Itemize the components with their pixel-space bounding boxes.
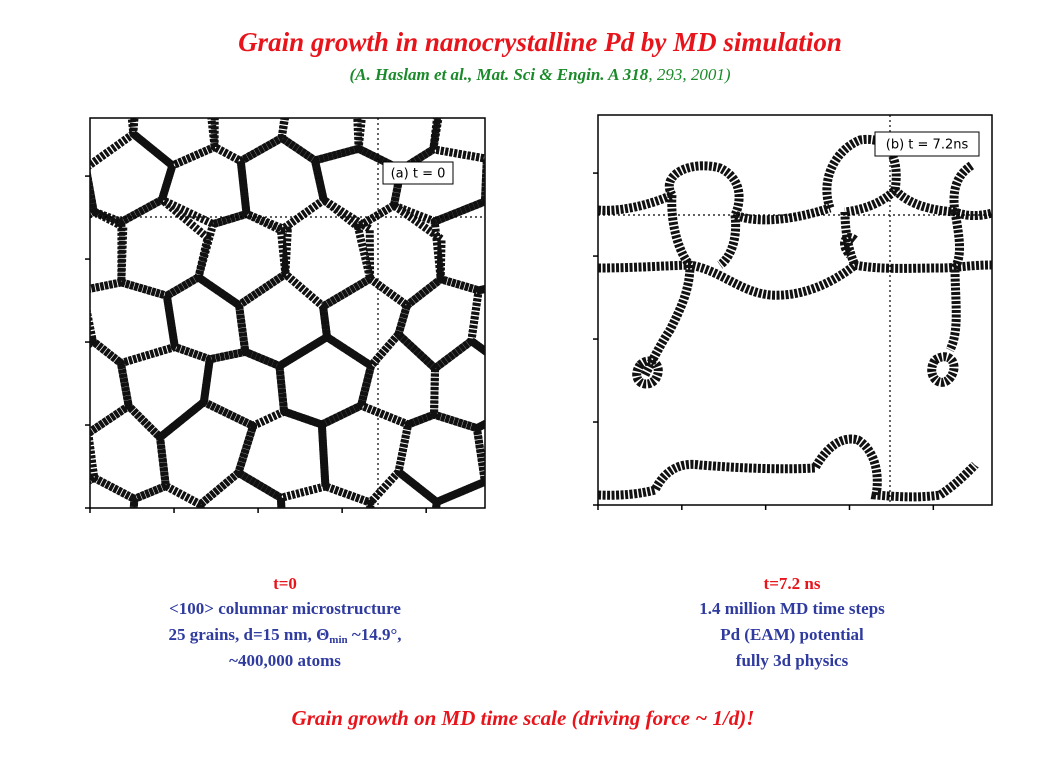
boundary (840, 233, 858, 259)
boundary (665, 161, 832, 225)
boundary (598, 190, 674, 215)
grain-boundary (432, 477, 485, 508)
footer: Grain growth on MD time scale (driving f… (292, 706, 755, 730)
boundary (949, 161, 975, 213)
boundary (717, 214, 741, 269)
grain-boundary (4, 4, 89, 91)
grain-boundary (0, 486, 52, 566)
guide-lines (90, 115, 992, 508)
grain-network-b (598, 134, 992, 502)
boundary (640, 264, 695, 378)
grain-boundary (472, 419, 485, 487)
boundary (632, 356, 663, 389)
grain-boundary (467, 284, 485, 356)
grain-boundary (90, 168, 98, 219)
caption-line: ~400,000 atoms (229, 651, 341, 670)
caption-line: 25 grains, d=15 nm, Θmin ~14.9°, (168, 625, 401, 646)
boundary (945, 211, 964, 353)
axis-ticks (85, 172, 935, 513)
boundary (667, 194, 694, 269)
grain-boundary (157, 142, 251, 229)
grain-boundary (236, 133, 328, 235)
caption-subscript: min (329, 634, 347, 646)
caption-symbol: Θ (316, 625, 329, 644)
caption-line: <100> columnar microstructure (169, 599, 401, 618)
grain-boundary (0, 342, 57, 432)
grain-boundary (90, 307, 97, 349)
caption-part: 25 grains, d=15 nm, (168, 625, 316, 644)
panel-b-frame (597, 114, 993, 506)
citation: (A. Haslam et al., Mat. Sci & Engin. A 3… (350, 65, 731, 84)
caption-time: t=7.2 ns (764, 574, 821, 593)
boundary (927, 352, 959, 387)
panel-a-label: (a) t = 0 (391, 167, 446, 182)
grain-boundary (0, 214, 47, 302)
panel-a-label-box (382, 161, 454, 185)
citation-main: (A. Haslam et al., Mat. Sci & Engin. A 3… (350, 65, 649, 84)
caption-line: 1.4 million MD time steps (699, 599, 885, 618)
grain-boundary (90, 429, 99, 485)
grain-boundary (86, 0, 171, 91)
grain-boundary (0, 73, 59, 163)
panel-b-label: (b) t = 7.2ns (886, 138, 969, 153)
grain-boundary (129, 482, 205, 508)
boundary (598, 260, 992, 300)
grain-boundary (480, 155, 485, 207)
boundary (598, 434, 979, 502)
caption-line: fully 3d physics (736, 651, 849, 670)
caption-line: Pd (EAM) potential (720, 625, 864, 644)
citation-rest: , 293, 2001) (648, 65, 731, 84)
panel-b-label-box (874, 131, 980, 157)
grain-network-a (0, 0, 485, 566)
caption-part: ~14.9°, (348, 625, 402, 644)
caption-time: t=0 (273, 574, 297, 593)
title: Grain growth in nanocrystalline Pd by MD… (238, 27, 842, 57)
